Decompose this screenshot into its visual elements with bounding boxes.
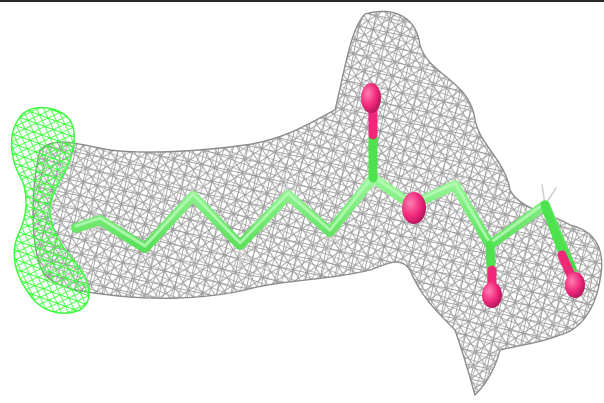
- oxygen-atom: [565, 272, 585, 298]
- oxygen-atom: [482, 282, 502, 308]
- oxygen-atom: [361, 83, 381, 113]
- oxygen-atom: [402, 192, 426, 224]
- carbon-chain-highlight: [74, 174, 547, 248]
- oxygen-atoms: [361, 83, 585, 308]
- frame-top-border: [0, 0, 604, 2]
